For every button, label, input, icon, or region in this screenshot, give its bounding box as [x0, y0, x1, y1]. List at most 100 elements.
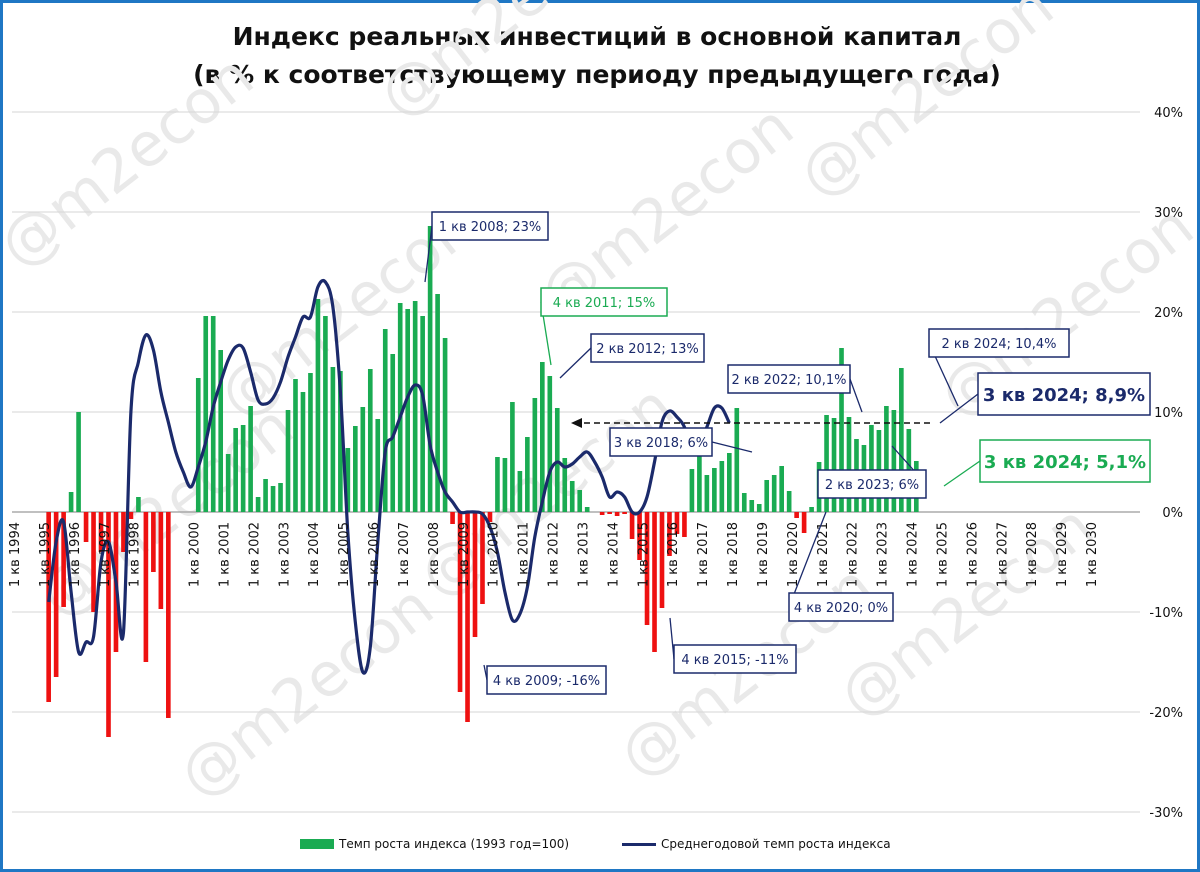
- annotation-leader: [943, 460, 981, 487]
- annotation-label: 2 кв 2022; 10,1%: [732, 373, 847, 388]
- legend-item-line: Среднегодовой темп роста индекса: [622, 837, 891, 851]
- bar: [412, 301, 418, 512]
- x-tick-label: 1 кв 1997: [98, 522, 113, 587]
- bar: [367, 369, 373, 512]
- bar-layer: [46, 226, 919, 737]
- bar: [442, 338, 448, 512]
- bar: [300, 392, 306, 512]
- bar: [495, 457, 500, 512]
- annotation-box: [928, 328, 1070, 358]
- legend-swatch-bars: [300, 839, 334, 849]
- bar: [278, 483, 283, 512]
- bar: [121, 512, 126, 552]
- bar: [338, 371, 343, 512]
- x-tick-label: 1 кв 2026: [965, 522, 980, 587]
- bar: [323, 316, 328, 512]
- bar: [562, 458, 568, 512]
- bar: [674, 512, 680, 534]
- bar: [353, 426, 358, 512]
- annotation-box: [673, 644, 797, 674]
- bar: [435, 294, 440, 512]
- annotation-label: 1 кв 2008; 23%: [439, 220, 542, 235]
- bar: [225, 454, 231, 512]
- bar: [547, 376, 553, 512]
- annotation-box: [486, 665, 607, 695]
- annotation-leader: [559, 347, 592, 379]
- annotation-leader: [849, 378, 863, 413]
- bar: [308, 373, 313, 512]
- annotation-box: [590, 333, 705, 363]
- bar: [786, 491, 792, 512]
- bar: [756, 504, 762, 512]
- y-tick-label: 40%: [1154, 106, 1183, 121]
- bar: [741, 493, 747, 512]
- annotation-box: [540, 287, 668, 317]
- bar: [457, 512, 463, 692]
- x-tick-label: 1 кв 2001: [217, 522, 232, 587]
- bar: [697, 453, 702, 512]
- bar: [734, 408, 740, 512]
- annotation-box: [979, 439, 1151, 483]
- annotation-label: 4 кв 2015; -11%: [681, 653, 788, 668]
- bar: [420, 316, 425, 512]
- annotation-leader: [711, 441, 753, 453]
- bar: [704, 475, 710, 512]
- x-tick-label: 1 кв 2029: [1055, 522, 1070, 587]
- x-tick-label: 1 кв 2019: [756, 522, 771, 587]
- annotation-label: 4 кв 2011; 15%: [553, 296, 656, 311]
- annotation-box: [431, 211, 549, 241]
- bar: [375, 419, 381, 512]
- bar: [76, 412, 81, 512]
- bar: [801, 512, 807, 533]
- bar: [712, 468, 717, 512]
- annotation-box: [609, 427, 713, 457]
- x-tick-label: 1 кв 2008: [427, 522, 442, 587]
- bar: [263, 479, 268, 512]
- x-tick-label: 1 кв 2025: [935, 522, 950, 587]
- bar: [480, 512, 485, 604]
- bar: [450, 512, 455, 524]
- x-tick-label: 1 кв 2012: [547, 522, 562, 587]
- x-tick-label: 1 кв 2011: [517, 522, 532, 587]
- x-tick-label: 1 кв 2000: [188, 522, 203, 587]
- line-layer: [47, 278, 731, 675]
- x-tick-label: 1 кв 2020: [786, 522, 801, 587]
- bar: [106, 512, 111, 737]
- bar: [809, 507, 814, 512]
- bar: [61, 512, 66, 607]
- bar: [629, 512, 635, 539]
- bar: [68, 492, 74, 512]
- annotation-label: 3 кв 2024; 8,9%: [983, 385, 1145, 406]
- y-tick-label: 20%: [1154, 306, 1183, 321]
- x-tick-label: 1 кв 2010: [487, 522, 502, 587]
- watermark-text: @m2econ: [166, 571, 446, 812]
- annotation-box: [817, 469, 927, 499]
- y-tick-label: -30%: [1149, 806, 1183, 821]
- series-line: [47, 278, 731, 675]
- y-tick-label: 0%: [1162, 506, 1183, 521]
- x-tick-label: 1 кв 2022: [846, 522, 861, 587]
- annotation-box: [977, 372, 1151, 416]
- x-tick-label: 1 кв 2013: [576, 522, 591, 587]
- bar: [771, 475, 777, 512]
- x-tick-label: 1 кв 2030: [1085, 522, 1100, 587]
- bar: [255, 497, 261, 512]
- bar: [899, 368, 904, 512]
- x-tick-label: 1 кв 2009: [457, 522, 472, 587]
- bar: [83, 512, 89, 542]
- bar: [360, 407, 366, 512]
- chart-title: Индекс реальных инвестиций в основной ка…: [0, 18, 1194, 94]
- annotation-box: [727, 364, 851, 394]
- x-tick-label: 1 кв 2002: [247, 522, 262, 587]
- reference-arrowhead: [571, 418, 582, 428]
- bar: [540, 362, 545, 512]
- bar: [869, 425, 874, 512]
- bar: [143, 512, 149, 662]
- bar: [652, 512, 657, 652]
- bar: [166, 512, 171, 718]
- bar: [158, 512, 164, 609]
- x-tick-label: 1 кв 1996: [68, 522, 83, 587]
- x-tick-labels: 1 кв 1994 1 кв 1995 1 кв 1996 1 кв 1997 1 кв…: [8, 522, 1100, 587]
- bar: [599, 512, 605, 515]
- bar: [248, 406, 253, 512]
